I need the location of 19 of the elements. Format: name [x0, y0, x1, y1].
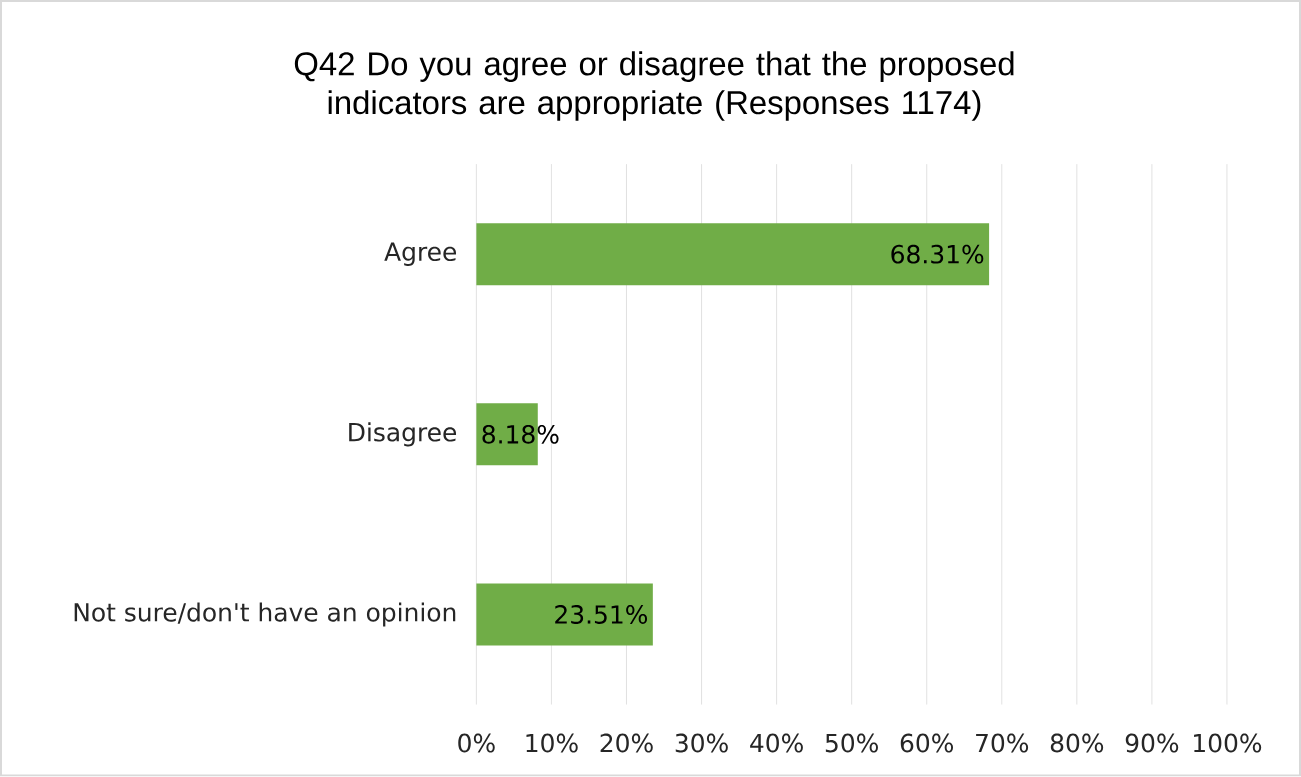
x-tick-label: 70%	[976, 733, 1029, 753]
x-tick-label: 20%	[600, 733, 653, 753]
bar	[476, 583, 653, 646]
y-tick-label: Disagree	[349, 422, 457, 447]
y-tick-label: Not sure/don't have an opinion	[74, 602, 456, 627]
x-tick-label: 80%	[1050, 733, 1104, 753]
x-tick-label: 60%	[900, 733, 954, 753]
bar	[476, 223, 990, 286]
x-tick-label: 40%	[750, 733, 803, 753]
x-tick-label: 90%	[1125, 733, 1179, 753]
x-tick-label: 50%	[825, 733, 878, 753]
chart-title: Q42 Do you agree or disagree that the proposed indicators are appropriate (Responses 1174)	[294, 51, 1014, 122]
x-tick-label: 30%	[675, 733, 728, 753]
x-tick-label: 0%	[458, 733, 495, 753]
data-label: 68.31%	[891, 244, 984, 264]
x-tick-label: 100%	[1194, 733, 1262, 753]
x-tick-label: 10%	[526, 733, 578, 753]
data-label: 23.51%	[555, 605, 648, 625]
y-tick-label: Agree	[384, 242, 457, 267]
